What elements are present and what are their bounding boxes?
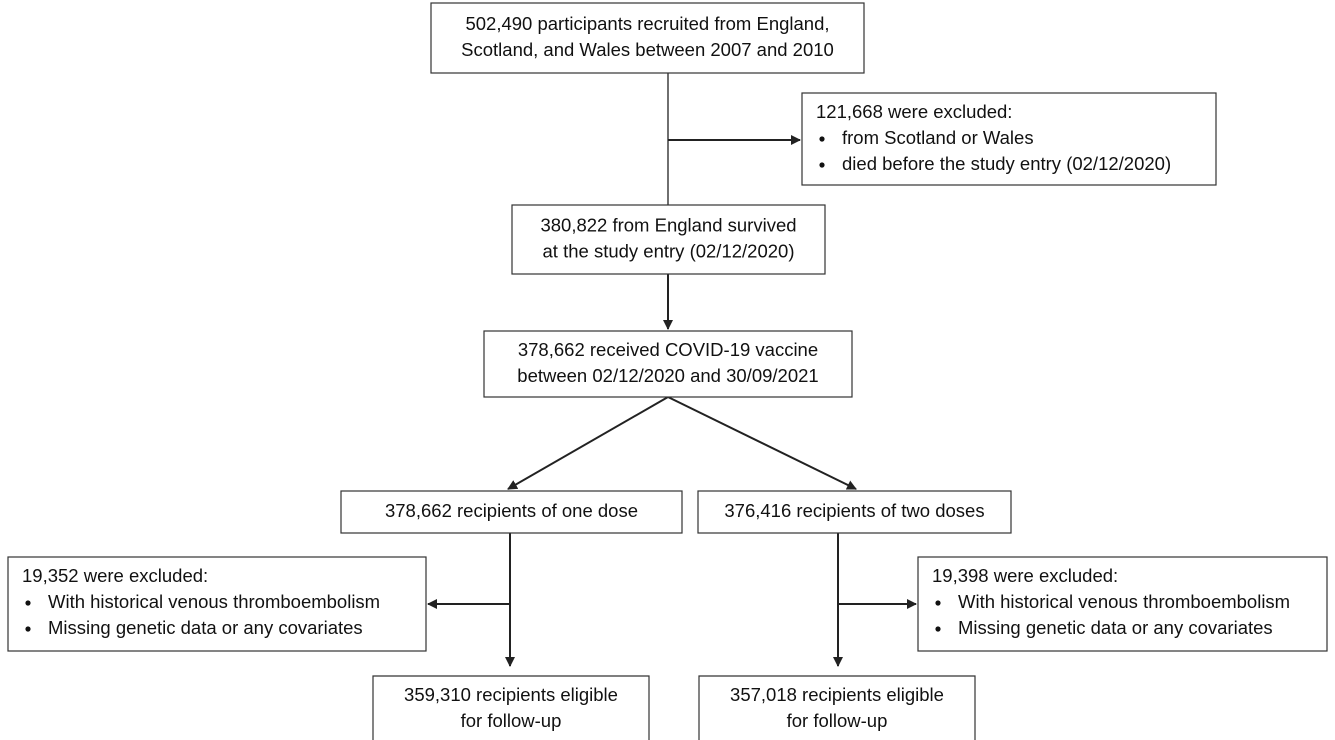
- node-text: between 02/12/2020 and 30/09/2021: [517, 365, 818, 386]
- exclusion-item: Missing genetic data or any covariates: [958, 617, 1273, 638]
- bullet: [25, 600, 31, 606]
- bullet: [935, 626, 941, 632]
- exclusion-item: With historical venous thromboembolism: [48, 591, 380, 612]
- arrow: [507, 396, 669, 490]
- node-box: [511, 204, 826, 275]
- node-box: [483, 330, 853, 398]
- bullet: [819, 136, 825, 142]
- exclusion-item: from Scotland or Wales: [842, 127, 1034, 148]
- node-text: for follow-up: [787, 710, 888, 731]
- node-box: [340, 490, 683, 534]
- node-text: Scotland, and Wales between 2007 and 201…: [461, 39, 834, 60]
- exclusion-box: [917, 556, 1328, 652]
- bullet: [25, 626, 31, 632]
- node-text: 378,662 recipients of one dose: [385, 500, 638, 521]
- bullet: [935, 600, 941, 606]
- node-text: 502,490 participants recruited from Engl…: [465, 13, 829, 34]
- node-box: [698, 675, 976, 740]
- exclusion-title: 19,352 were excluded:: [22, 565, 208, 586]
- node-text: 376,416 recipients of two doses: [724, 500, 984, 521]
- exclusion-item: With historical venous thromboembolism: [958, 591, 1290, 612]
- exclusion-item: died before the study entry (02/12/2020): [842, 153, 1171, 174]
- exclusion-title: 121,668 were excluded:: [816, 101, 1012, 122]
- node-text: 359,310 recipients eligible: [404, 684, 618, 705]
- node-box: [372, 675, 650, 740]
- arrow: [667, 396, 857, 490]
- node-text: 378,662 received COVID-19 vaccine: [518, 339, 818, 360]
- node-text: 380,822 from England survived: [540, 214, 796, 235]
- node-text: 357,018 recipients eligible: [730, 684, 944, 705]
- exclusion-item: Missing genetic data or any covariates: [48, 617, 363, 638]
- boxes: 502,490 participants recruited from Engl…: [7, 2, 1328, 740]
- bullet: [819, 162, 825, 168]
- exclusion-title: 19,398 were excluded:: [932, 565, 1118, 586]
- connectors: [427, 73, 917, 667]
- node-text: for follow-up: [461, 710, 562, 731]
- node-box: [697, 490, 1012, 534]
- exclusion-box: [7, 556, 427, 652]
- node-box: [430, 2, 865, 74]
- exclusion-box: [801, 92, 1217, 186]
- node-text: at the study entry (02/12/2020): [543, 240, 795, 261]
